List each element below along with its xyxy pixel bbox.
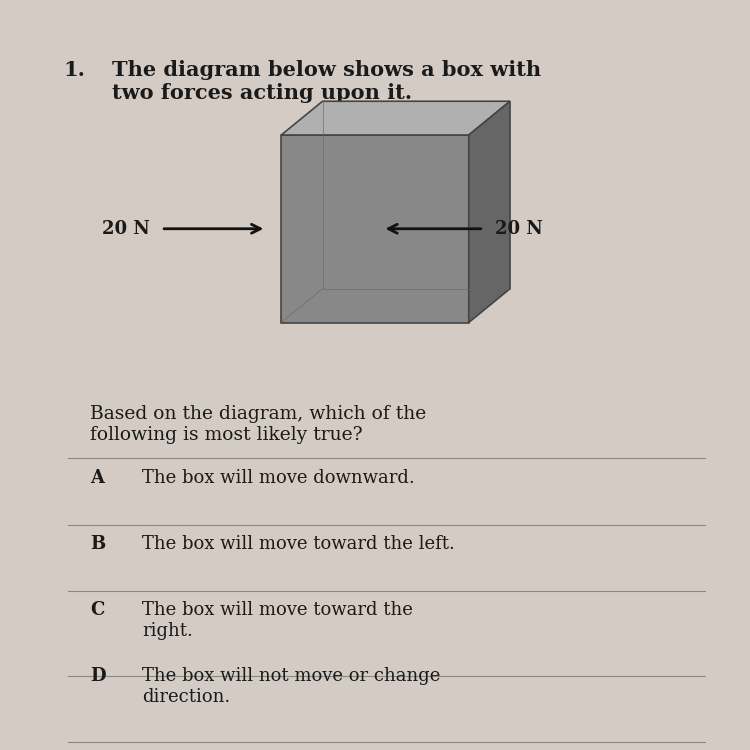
Text: 20 N: 20 N xyxy=(495,220,543,238)
Text: The box will move downward.: The box will move downward. xyxy=(142,469,416,487)
Text: Based on the diagram, which of the
following is most likely true?: Based on the diagram, which of the follo… xyxy=(90,405,426,444)
Text: 1.: 1. xyxy=(64,60,86,80)
Polygon shape xyxy=(469,101,510,322)
Text: The diagram below shows a box with
two forces acting upon it.: The diagram below shows a box with two f… xyxy=(112,60,542,104)
Text: 20 N: 20 N xyxy=(102,220,150,238)
Polygon shape xyxy=(281,135,469,322)
Text: The box will move toward the left.: The box will move toward the left. xyxy=(142,535,455,553)
Text: B: B xyxy=(90,535,105,553)
Text: A: A xyxy=(90,469,104,487)
Text: D: D xyxy=(90,667,106,685)
Polygon shape xyxy=(281,101,510,135)
Text: The box will not move or change
direction.: The box will not move or change directio… xyxy=(142,667,441,706)
Text: The box will move toward the
right.: The box will move toward the right. xyxy=(142,601,413,640)
Text: C: C xyxy=(90,601,104,619)
